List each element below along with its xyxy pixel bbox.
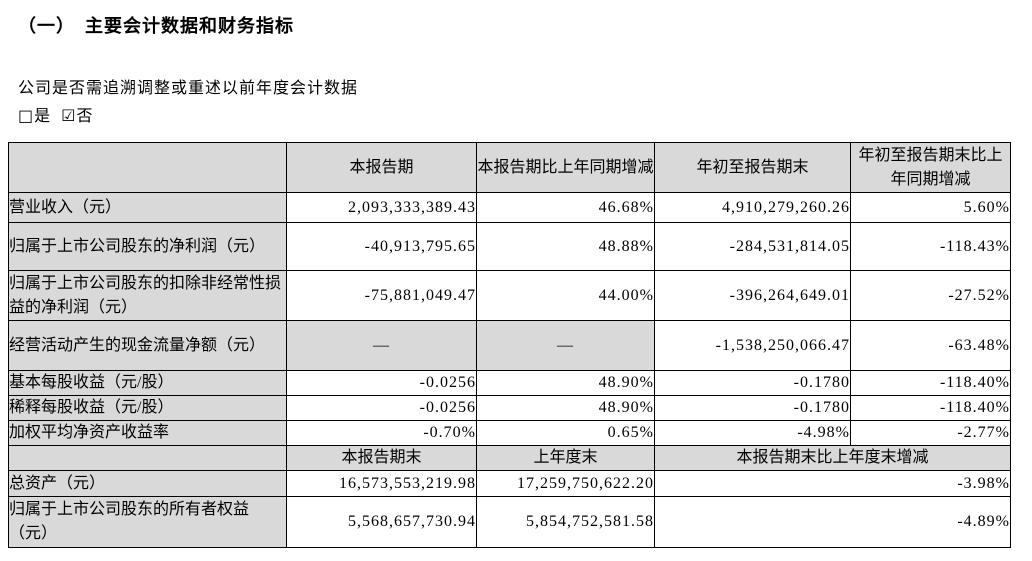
- column-header-ytd-change: 年初至报告期末比上年同期增减: [850, 142, 1011, 193]
- cell-value: -3.98%: [654, 470, 1011, 497]
- cell-value: 5,854,752,581.58: [476, 496, 655, 548]
- table-row-owners-equity: 归属于上市公司股东的所有者权益（元） 5,568,657,730.94 5,85…: [8, 496, 1011, 548]
- cell-value: 2,093,333,389.43: [286, 192, 477, 223]
- cell-value: 48.88%: [476, 222, 655, 271]
- cell-value: -4.89%: [654, 496, 1011, 548]
- row-label: 归属于上市公司股东的扣除非经常性损益的净利润（元）: [8, 270, 287, 321]
- column-header-ytd: 年初至报告期末: [654, 142, 851, 193]
- option-yes: □是: [18, 106, 52, 125]
- row-label: 加权平均净资产收益率: [8, 420, 287, 446]
- cell-value-na: —: [476, 320, 655, 371]
- row-label: 营业收入（元）: [8, 192, 287, 223]
- row-label: 总资产（元）: [8, 470, 287, 497]
- column-header-period-end: 本报告期末: [286, 445, 477, 471]
- cell-value: -284,531,814.05: [654, 222, 851, 271]
- cell-value: -27.52%: [850, 270, 1011, 321]
- row-label: 稀释每股收益（元/股）: [8, 395, 287, 421]
- table-row-net-profit: 归属于上市公司股东的净利润（元） -40,913,795.65 48.88% -…: [8, 222, 1011, 271]
- cell-value: 46.68%: [476, 192, 655, 223]
- financial-indicators-table: 本报告期 本报告期比上年同期增减 年初至报告期末 年初至报告期末比上年同期增减 …: [8, 142, 1011, 548]
- table-row-weighted-roe: 加权平均净资产收益率 -0.70% 0.65% -4.98% -2.77%: [8, 420, 1011, 446]
- cell-value: -0.0256: [286, 370, 477, 396]
- cell-value: -118.40%: [850, 395, 1011, 421]
- cell-value: 44.00%: [476, 270, 655, 321]
- option-no-label: 否: [76, 108, 94, 125]
- table-row-diluted-eps: 稀释每股收益（元/股） -0.0256 48.90% -0.1780 -118.…: [8, 395, 1011, 421]
- cell-value: -75,881,049.47: [286, 270, 477, 321]
- cell-value: 5.60%: [850, 192, 1011, 223]
- column-header-yoy-change: 本报告期比上年同期增减: [476, 142, 655, 193]
- table-row-basic-eps: 基本每股收益（元/股） -0.0256 48.90% -0.1780 -118.…: [8, 370, 1011, 396]
- row-label: 经营活动产生的现金流量净额（元）: [8, 320, 287, 371]
- column-header-period-end-change: 本报告期末比上年度末增减: [654, 445, 1011, 471]
- cell-value: 16,573,553,219.98: [286, 470, 477, 497]
- column-header-current-period: 本报告期: [286, 142, 477, 193]
- restate-options: □是 ☑否: [18, 102, 104, 126]
- cell-value: -2.77%: [850, 420, 1011, 446]
- cell-value: 48.90%: [476, 370, 655, 396]
- cell-value: -0.1780: [654, 395, 851, 421]
- cell-value: -118.40%: [850, 370, 1011, 396]
- row-label: 基本每股收益（元/股）: [8, 370, 287, 396]
- cell-value: -1,538,250,066.47: [654, 320, 851, 371]
- table-row-net-profit-excl-nonrecurring: 归属于上市公司股东的扣除非经常性损益的净利润（元） -75,881,049.47…: [8, 270, 1011, 321]
- table-row-operating-cash-flow: 经营活动产生的现金流量净额（元） — — -1,538,250,066.47 -…: [8, 320, 1011, 371]
- subheader-empty: [8, 445, 287, 471]
- cell-value: 5,568,657,730.94: [286, 496, 477, 548]
- row-label: 归属于上市公司股东的所有者权益（元）: [8, 496, 287, 548]
- row-label: 归属于上市公司股东的净利润（元）: [8, 222, 287, 271]
- table-row-total-assets: 总资产（元） 16,573,553,219.98 17,259,750,622.…: [8, 470, 1011, 497]
- cell-value: -0.1780: [654, 370, 851, 396]
- column-header-empty: [8, 142, 287, 193]
- option-yes-label: 是: [34, 108, 52, 125]
- option-no: ☑否: [61, 106, 94, 125]
- table-row-revenue: 营业收入（元） 2,093,333,389.43 46.68% 4,910,27…: [8, 192, 1011, 223]
- table-subheader-row: 本报告期末 上年度末 本报告期末比上年度末增减: [8, 445, 1011, 471]
- column-header-prior-year-end: 上年度末: [476, 445, 655, 471]
- cell-value: -40,913,795.65: [286, 222, 477, 271]
- cell-value: -0.70%: [286, 420, 477, 446]
- cell-value: -4.98%: [654, 420, 851, 446]
- cell-value: 0.65%: [476, 420, 655, 446]
- cell-value: -396,264,649.01: [654, 270, 851, 321]
- restate-question-text: 公司是否需追溯调整或重述以前年度会计数据: [18, 80, 359, 97]
- table-header-row: 本报告期 本报告期比上年同期增减 年初至报告期末 年初至报告期末比上年同期增减: [8, 142, 1011, 193]
- cell-value: -0.0256: [286, 395, 477, 421]
- cell-value: -63.48%: [850, 320, 1011, 371]
- cell-value: 17,259,750,622.20: [476, 470, 655, 497]
- section-title: （一） 主要会计数据和财务指标: [18, 16, 294, 36]
- checkbox-checked-icon: ☑: [61, 106, 77, 125]
- cell-value: 48.90%: [476, 395, 655, 421]
- checkbox-unchecked-icon: □: [18, 106, 35, 125]
- cell-value-na: —: [286, 320, 477, 371]
- cell-value: 4,910,279,260.26: [654, 192, 851, 223]
- cell-value: -118.43%: [850, 222, 1011, 271]
